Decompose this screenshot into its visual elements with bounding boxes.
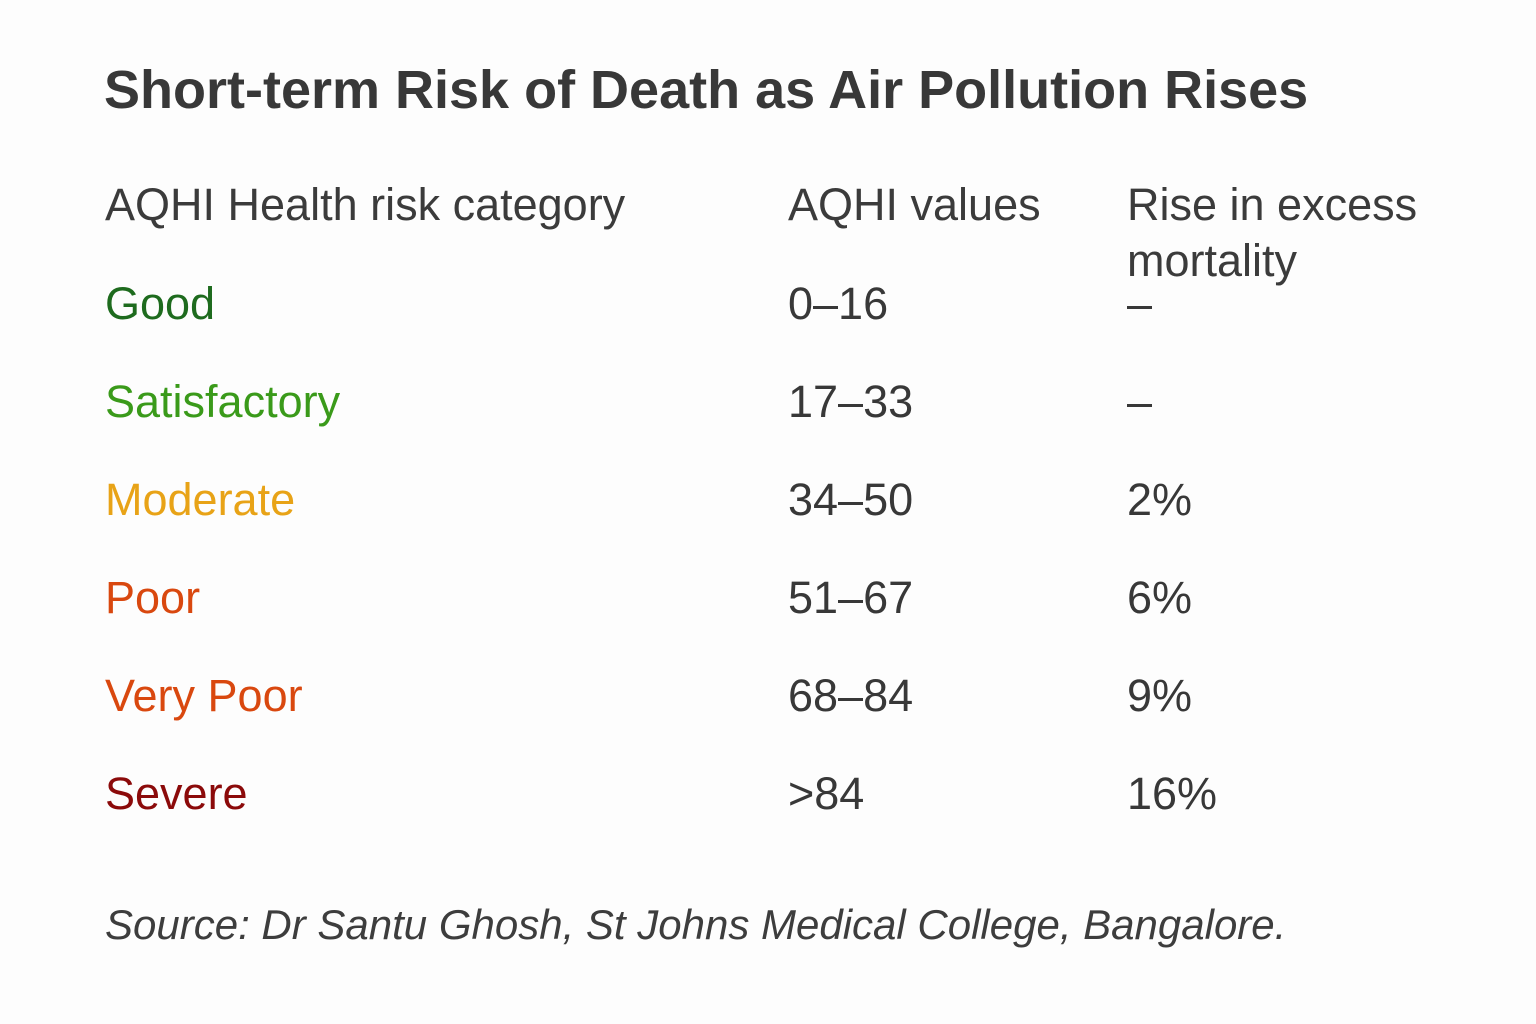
mortality-value: 16%: [1127, 768, 1218, 819]
category-label: Moderate: [105, 474, 296, 525]
category-label: Severe: [105, 768, 248, 819]
mortality-value: –: [1127, 376, 1153, 427]
aqhi-value-range: 68–84: [788, 670, 914, 721]
aqhi-value-range: 51–67: [788, 572, 914, 623]
header-aqhi-values: AQHI values: [788, 179, 1041, 230]
category-label: Very Poor: [105, 670, 303, 721]
mortality-value: 9%: [1127, 670, 1193, 721]
category-label: Good: [105, 278, 216, 329]
aqhi-value-range: 17–33: [788, 376, 914, 427]
source-note: Source: Dr Santu Ghosh, St Johns Medical…: [105, 901, 1287, 948]
aqhi-value-range: >84: [788, 768, 865, 819]
page-title: Short-term Risk of Death as Air Pollutio…: [104, 60, 1309, 120]
header-excess-mortality: Rise in excess mortality: [1127, 179, 1418, 286]
mortality-value: 2%: [1127, 474, 1193, 525]
aqhi-value-range: 0–16: [788, 278, 889, 329]
aqhi-value-range: 34–50: [788, 474, 914, 525]
category-label: Poor: [105, 572, 201, 623]
mortality-value: 6%: [1127, 572, 1193, 623]
header-category: AQHI Health risk category: [105, 179, 626, 230]
mortality-value: –: [1127, 278, 1153, 329]
category-label: Satisfactory: [105, 376, 341, 427]
